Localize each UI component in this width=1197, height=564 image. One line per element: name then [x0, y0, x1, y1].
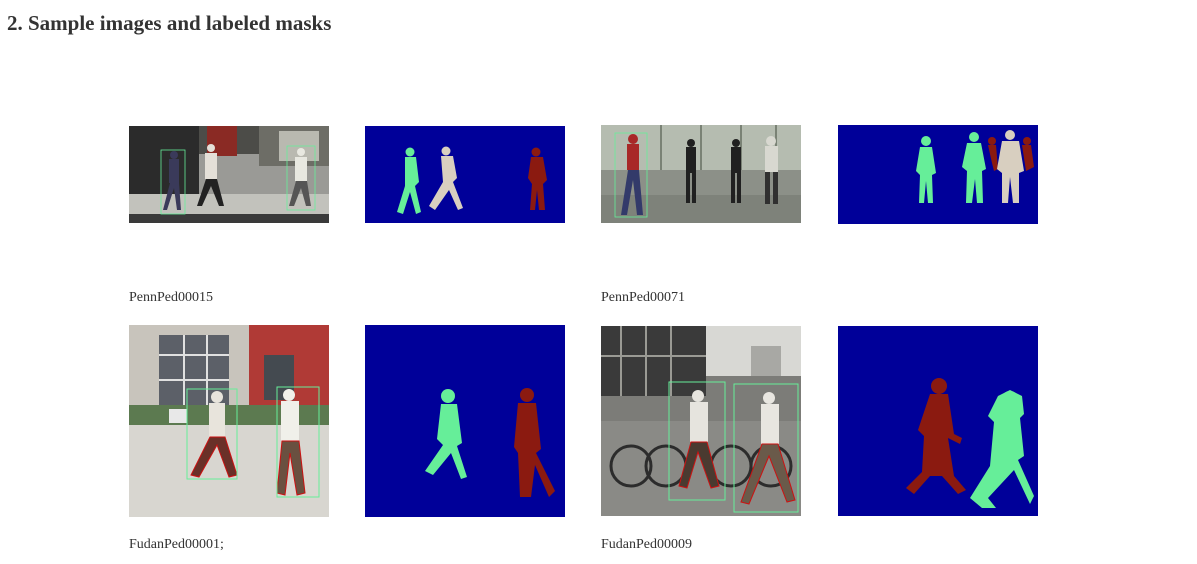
sample-caption: FudanPed00001; [129, 537, 224, 552]
sample-caption: PennPed00015 [129, 290, 213, 305]
sample-photo-pennped00071 [601, 125, 801, 223]
sample-mask-pennped00071 [838, 125, 1038, 224]
sample-photo-pennped00015 [129, 126, 329, 223]
sample-caption: PennPed00071 [601, 290, 685, 305]
sample-caption: FudanPed00009 [601, 537, 692, 552]
sample-photo-fudanped00001 [129, 325, 329, 517]
sample-mask-fudanped00001 [365, 325, 565, 517]
sample-photo-fudanped00009 [601, 326, 801, 516]
section-title: 2. Sample images and labeled masks [7, 11, 332, 35]
sample-mask-fudanped00009 [838, 326, 1038, 516]
sample-mask-pennped00015 [365, 126, 565, 223]
